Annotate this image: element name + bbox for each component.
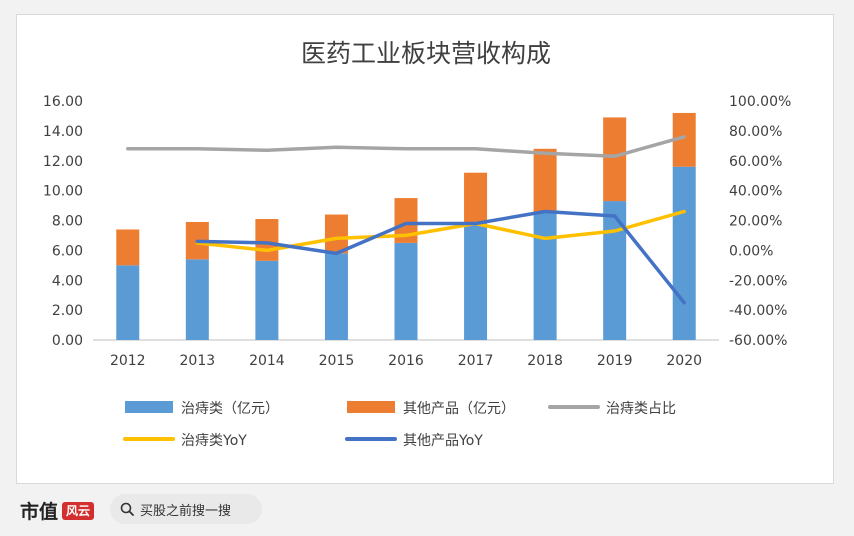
x-tick-label: 2019: [597, 353, 633, 369]
bar-segment-primary: [464, 223, 488, 340]
legend-swatch-bar: [347, 401, 395, 413]
y-left-tick-label: 10.00: [43, 184, 83, 200]
brand-logo-badge: 风云: [62, 501, 95, 520]
y-right-tick-label: 40.00%: [729, 184, 782, 200]
search-icon: [120, 502, 134, 516]
legend-label: 其他产品（亿元）: [403, 401, 515, 417]
y-right-tick-label: 80.00%: [729, 124, 782, 140]
y-left-tick-label: 6.00: [52, 243, 83, 259]
x-tick-label: 2017: [458, 353, 494, 369]
bar-segment-secondary: [672, 112, 696, 167]
x-tick-label: 2015: [319, 353, 355, 369]
bar-segment-primary: [533, 213, 557, 340]
bar-segment-primary: [672, 166, 696, 340]
brand-name: 市值: [20, 501, 59, 523]
y-left-tick-label: 14.00: [43, 124, 83, 140]
search-box[interactable]: 买股之前搜一搜: [110, 494, 262, 524]
bar-segment-primary: [603, 201, 627, 340]
bar-segment-primary: [255, 260, 279, 340]
bar-segment-secondary: [394, 198, 418, 243]
x-tick-label: 2013: [180, 353, 216, 369]
x-tick-label: 2012: [110, 353, 146, 369]
legend-label: 治痔类占比: [606, 400, 676, 417]
legend-label: 治痔类YoY: [181, 432, 247, 449]
brand-logo[interactable]: 市值 风云: [20, 497, 95, 524]
y-left-tick-label: 4.00: [52, 273, 83, 289]
series-line-1: [195, 209, 686, 253]
series-line-2: [195, 209, 686, 305]
bar-segment-secondary: [255, 219, 279, 261]
x-tick-label: 2016: [388, 353, 424, 369]
bar-segment-primary: [324, 253, 348, 340]
bar-segment-secondary: [324, 214, 348, 254]
chart-title: 医药工业板块营收构成: [301, 39, 551, 68]
search-placeholder: 买股之前搜一搜: [140, 503, 232, 519]
legend-label: 治痔类（亿元）: [181, 400, 279, 417]
y-right-tick-label: -40.00%: [729, 303, 787, 319]
bar-segment-secondary: [533, 148, 557, 214]
bar-segment-primary: [116, 265, 140, 340]
footer-bar: 市值 风云 买股之前搜一搜: [0, 488, 854, 536]
y-right-tick-label: 60.00%: [729, 154, 782, 170]
x-tick-label: 2020: [666, 353, 702, 369]
series-line-0: [126, 135, 686, 159]
y-right-tick-label: 20.00%: [729, 214, 782, 230]
bar-segment-secondary: [464, 172, 488, 224]
y-left-tick-label: 2.00: [52, 303, 83, 319]
legend-swatch-bar: [125, 401, 173, 413]
y-left-tick-label: 12.00: [43, 154, 83, 170]
x-tick-label: 2018: [527, 353, 563, 369]
chart-frame: 医药工业板块营收构成 0.00 2.00 4.00 6.00 8.00 10.00 12.00…: [16, 14, 834, 484]
bar-segment-primary: [394, 242, 418, 340]
y-left-tick-label: 16.00: [43, 94, 83, 110]
bar-segment-secondary: [116, 229, 140, 266]
chart-svg: 医药工业板块营收构成 0.00 2.00 4.00 6.00 8.00 10.00 12.00…: [43, 39, 791, 449]
y-right-tick-label: 100.00%: [729, 94, 791, 110]
y-right-tick-label: 0.00%: [729, 243, 773, 259]
bar-segment-primary: [185, 259, 209, 340]
y-left-tick-label: 0.00: [52, 333, 83, 349]
y-left-tick-label: 8.00: [52, 214, 83, 230]
x-tick-label: 2014: [249, 353, 285, 369]
y-right-tick-label: -60.00%: [729, 333, 787, 349]
bar-segment-secondary: [603, 117, 627, 202]
y-right-tick-label: -20.00%: [729, 273, 787, 289]
legend-label: 其他产品YoY: [403, 433, 483, 449]
